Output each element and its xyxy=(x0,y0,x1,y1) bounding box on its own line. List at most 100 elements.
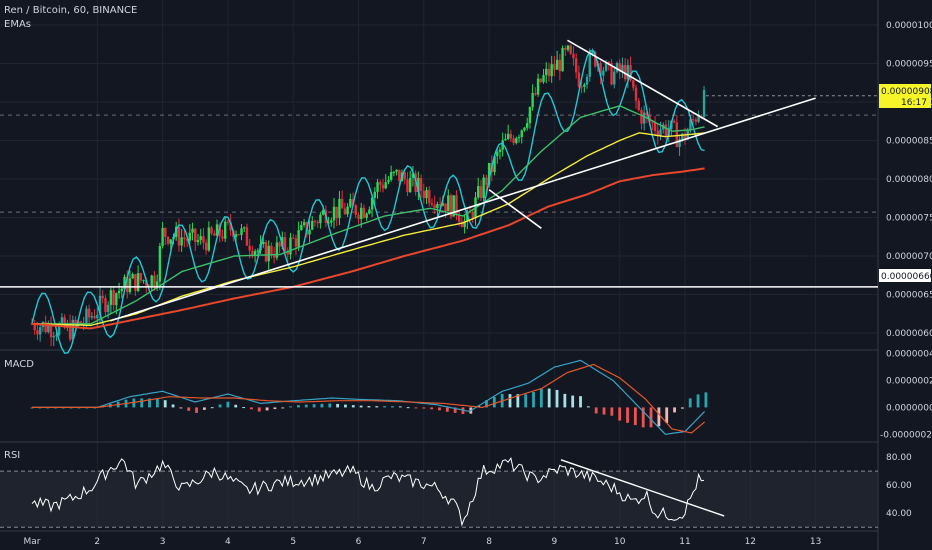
trendline-1[interactable] xyxy=(110,97,816,322)
trendline-3[interactable] xyxy=(488,189,542,229)
rsi-trendline-path[interactable] xyxy=(560,459,725,517)
candle-body xyxy=(145,280,148,286)
candle-body xyxy=(381,184,385,189)
candle-body xyxy=(131,274,134,279)
time-tick-label: 7 xyxy=(421,537,427,547)
candle-body xyxy=(621,64,624,72)
candle-body xyxy=(357,214,360,220)
candle-body xyxy=(44,321,47,333)
macd-lines xyxy=(32,359,706,435)
candle-body xyxy=(202,236,205,243)
macd-tick-label: 0.00000000 xyxy=(886,403,932,413)
candle-body xyxy=(574,58,578,73)
rsi-line xyxy=(31,456,705,527)
macd-label[interactable]: MACD xyxy=(4,359,34,370)
candle-body xyxy=(691,119,695,121)
candle-body xyxy=(642,112,646,124)
candle-body xyxy=(60,317,64,325)
candle-body xyxy=(77,321,80,325)
macd-line xyxy=(32,359,706,435)
candle-body xyxy=(664,124,668,136)
candle-body xyxy=(210,227,213,234)
candle-body xyxy=(223,221,227,239)
candle-body xyxy=(534,93,537,95)
candle-body xyxy=(85,308,88,324)
macd-hist-bar xyxy=(438,407,441,411)
candle-body xyxy=(286,250,289,255)
candle-body xyxy=(283,237,287,251)
candle-body xyxy=(117,290,121,294)
candle-body xyxy=(150,275,153,288)
candle-body xyxy=(653,122,657,131)
candle-body xyxy=(604,61,608,71)
macd-hist-bar xyxy=(547,388,551,408)
candle-body xyxy=(164,227,167,237)
rsi-axis[interactable]: 80.00 60.00 40.00 xyxy=(886,453,912,519)
macd-hist-bar xyxy=(320,403,324,408)
macd-hist-bar xyxy=(359,405,363,408)
candle-body xyxy=(659,129,662,137)
candle-body xyxy=(343,208,347,215)
macd-hist-bar xyxy=(688,398,692,408)
symbol-title[interactable]: Ren / Bitcoin, 60, BINANCE xyxy=(4,5,137,16)
candle-body xyxy=(58,324,61,335)
current-price-tag: 0.00000908 16:17 xyxy=(879,84,932,108)
candle-body xyxy=(392,171,396,173)
candle-body xyxy=(436,203,439,209)
time-tick-label: 11 xyxy=(679,537,690,547)
candle-body xyxy=(98,295,102,315)
trendline-2[interactable] xyxy=(567,39,719,128)
macd-hist-bar xyxy=(414,407,418,409)
candle-body xyxy=(120,288,123,291)
macd-hist-bar xyxy=(155,398,159,408)
candle-body xyxy=(360,207,363,220)
candle-body xyxy=(433,204,436,209)
rsi-label[interactable]: RSI xyxy=(4,450,20,461)
candle-body xyxy=(550,64,553,77)
macd-hist-bar xyxy=(610,407,614,416)
candle-body xyxy=(180,237,183,246)
candle-body xyxy=(240,228,243,236)
candle-body xyxy=(553,64,556,70)
candle-body xyxy=(191,228,194,233)
candle-body xyxy=(229,222,232,231)
candle-body xyxy=(569,45,572,54)
candle-body xyxy=(90,316,94,318)
candle-body xyxy=(675,122,679,148)
candle-body xyxy=(213,233,216,236)
time-tick-label: 9 xyxy=(552,537,558,547)
candle-body xyxy=(316,222,319,224)
candle-body xyxy=(158,246,162,282)
candle-body xyxy=(539,78,542,83)
macd-hist-bar xyxy=(281,407,285,409)
macd-hist-bar xyxy=(336,403,340,408)
candle-body xyxy=(248,245,251,251)
candle-body xyxy=(215,224,219,236)
candle-body xyxy=(335,206,338,219)
candle-body xyxy=(365,213,368,218)
candle-body xyxy=(623,64,627,80)
candle-body xyxy=(36,330,39,335)
candle-body xyxy=(651,121,654,123)
price-axis[interactable]: 0.000010000.000009500.000009000.00000850… xyxy=(886,21,932,339)
candle-body xyxy=(47,324,50,333)
candle-body xyxy=(689,119,692,131)
macd-hist-bar xyxy=(297,405,300,408)
candle-body xyxy=(588,53,591,77)
candle-body xyxy=(96,314,99,319)
macd-hist-bar xyxy=(524,394,528,408)
ema-indicator-label[interactable]: EMAs xyxy=(4,19,31,30)
candle-body xyxy=(338,198,341,219)
rsi-tick-label: 60.00 xyxy=(886,481,912,491)
candle-body xyxy=(379,182,382,185)
macd-hist-bar xyxy=(445,407,449,412)
macd-hist-bar xyxy=(383,406,387,408)
candle-body xyxy=(471,212,474,219)
candle-body xyxy=(485,177,488,185)
candle-body xyxy=(49,324,53,338)
time-axis[interactable]: Mar 2 3 4 5 6 7 8 9 10 11 12 13 xyxy=(24,537,822,547)
candle-body xyxy=(558,59,562,72)
candle-body xyxy=(368,209,371,214)
